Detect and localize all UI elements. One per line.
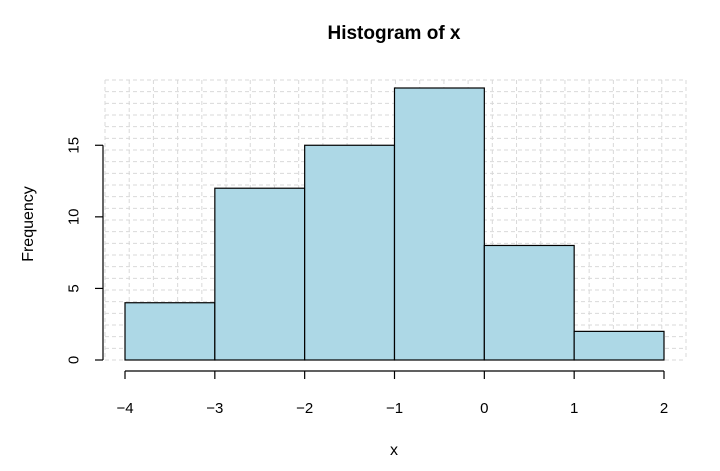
x-tick-label: 1 xyxy=(570,400,578,417)
chart-title: Histogram of x xyxy=(327,23,460,44)
x-tick-label: −1 xyxy=(386,400,403,417)
x-tick-label: 0 xyxy=(480,400,488,417)
bars xyxy=(124,87,665,361)
y-axis-label: Frequency xyxy=(20,186,37,262)
y-tick-label: 15 xyxy=(66,137,83,154)
y-tick-label: 5 xyxy=(66,284,83,292)
histogram-bar-2 xyxy=(304,144,396,361)
y-axis: 0 5 10 15 xyxy=(66,137,104,364)
histogram-bar-5 xyxy=(573,330,665,361)
y-tick-label: 0 xyxy=(66,356,83,364)
histogram-bar-4 xyxy=(483,244,575,361)
histogram-bar-3 xyxy=(393,87,485,361)
x-tick-label: −4 xyxy=(116,400,133,417)
x-tick-label: 2 xyxy=(660,400,668,417)
x-tick-label: −3 xyxy=(206,400,223,417)
x-axis: −4 −3 −2 −1 0 1 2 xyxy=(116,370,668,417)
histogram-bar-1 xyxy=(214,187,306,361)
x-tick-label: −2 xyxy=(296,400,313,417)
y-tick-label: 10 xyxy=(66,208,83,225)
histogram-bar-0 xyxy=(124,302,216,361)
x-axis-label: x xyxy=(390,442,398,459)
